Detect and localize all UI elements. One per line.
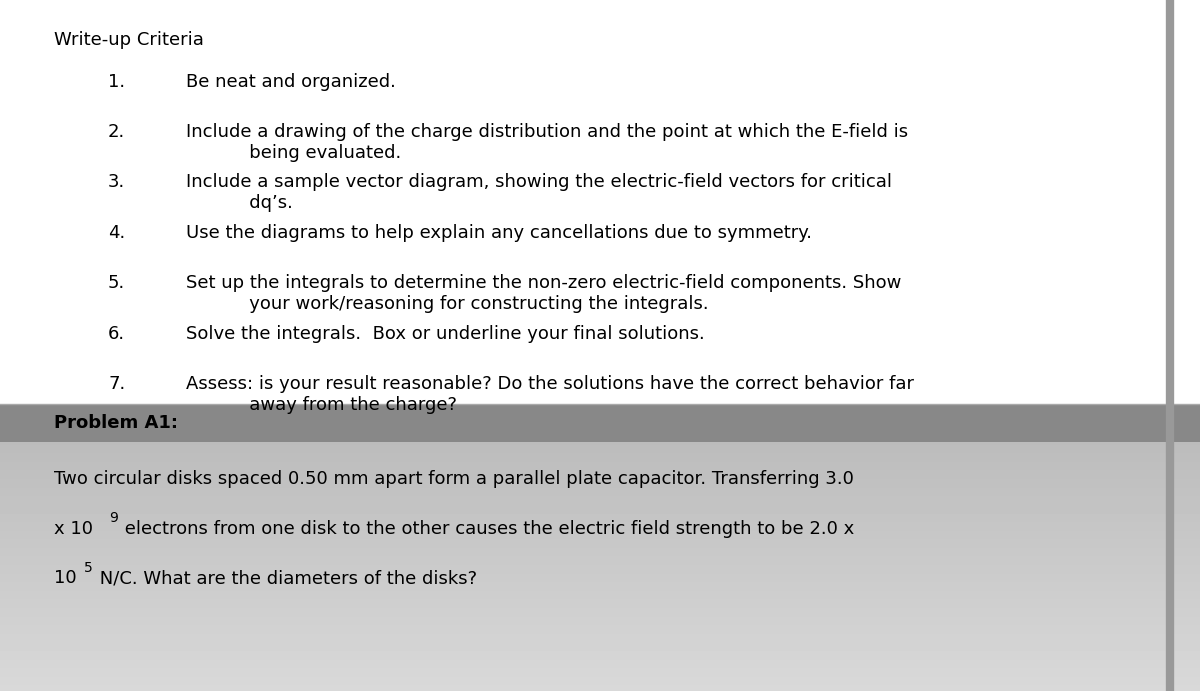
Text: Include a sample vector diagram, showing the electric-field vectors for critical: Include a sample vector diagram, showing… — [186, 173, 892, 212]
Text: x 10: x 10 — [54, 520, 94, 538]
Text: 1.: 1. — [108, 73, 125, 91]
Text: 5: 5 — [84, 561, 92, 575]
Text: Solve the integrals.  Box or underline your final solutions.: Solve the integrals. Box or underline yo… — [186, 325, 704, 343]
Text: 5.: 5. — [108, 274, 125, 292]
Text: 9: 9 — [109, 511, 118, 525]
Text: Write-up Criteria: Write-up Criteria — [54, 31, 204, 49]
Text: 10: 10 — [54, 569, 77, 587]
FancyBboxPatch shape — [0, 0, 1200, 404]
Text: Two circular disks spaced 0.50 mm apart form a parallel plate capacitor. Transfe: Two circular disks spaced 0.50 mm apart … — [54, 470, 854, 488]
Text: Use the diagrams to help explain any cancellations due to symmetry.: Use the diagrams to help explain any can… — [186, 224, 812, 242]
Text: Set up the integrals to determine the non-zero electric-field components. Show
 : Set up the integrals to determine the no… — [186, 274, 901, 313]
Text: Problem A1:: Problem A1: — [54, 414, 178, 433]
Text: 2.: 2. — [108, 123, 125, 141]
Text: Be neat and organized.: Be neat and organized. — [186, 73, 396, 91]
Text: 4.: 4. — [108, 224, 125, 242]
Text: Include a drawing of the charge distribution and the point at which the E-field : Include a drawing of the charge distribu… — [186, 123, 908, 162]
Text: 7.: 7. — [108, 375, 125, 393]
Text: 6.: 6. — [108, 325, 125, 343]
FancyBboxPatch shape — [0, 404, 1200, 442]
Text: 3.: 3. — [108, 173, 125, 191]
Text: N/C. What are the diameters of the disks?: N/C. What are the diameters of the disks… — [94, 569, 476, 587]
Text: Assess: is your result reasonable? Do the solutions have the correct behavior fa: Assess: is your result reasonable? Do th… — [186, 375, 914, 414]
Text: electrons from one disk to the other causes the electric field strength to be 2.: electrons from one disk to the other cau… — [119, 520, 854, 538]
